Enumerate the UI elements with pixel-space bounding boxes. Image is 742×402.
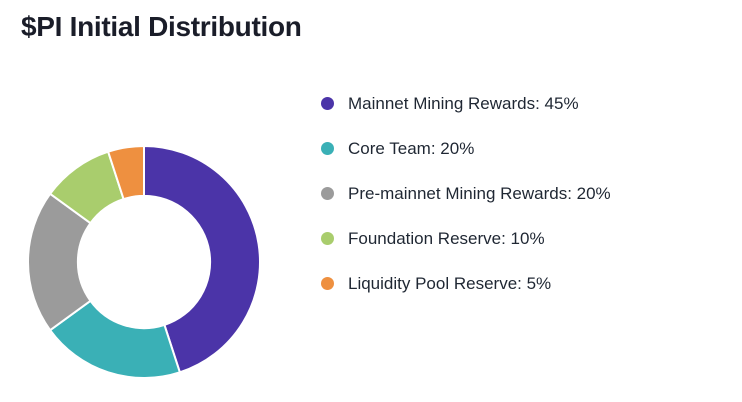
donut-segment-mainnet-mining-rewards[interactable]	[143, 145, 261, 374]
legend-item[interactable]: Mainnet Mining Rewards: 45%	[321, 81, 611, 126]
legend-label: Liquidity Pool Reserve: 5%	[348, 273, 552, 293]
donut-segment-liquidity-pool-reserve[interactable]	[107, 145, 145, 201]
legend-label: Mainnet Mining Rewards: 45%	[348, 93, 579, 113]
donut-chart	[27, 145, 261, 379]
legend-item[interactable]: Liquidity Pool Reserve: 5%	[321, 261, 611, 306]
chart-legend: Mainnet Mining Rewards: 45% Core Team: 20…	[321, 81, 611, 306]
legend-item[interactable]: Foundation Reserve: 10%	[321, 216, 611, 261]
legend-swatch-icon	[321, 187, 334, 200]
legend-swatch-icon	[321, 232, 334, 245]
legend-item[interactable]: Core Team: 20%	[321, 126, 611, 171]
legend-swatch-icon	[321, 142, 334, 155]
legend-label: Core Team: 20%	[348, 138, 475, 158]
legend-label: Pre-mainnet Mining Rewards: 20%	[348, 183, 611, 203]
legend-swatch-icon	[321, 97, 334, 110]
page-title: $PI Initial Distribution	[21, 11, 302, 42]
legend-swatch-icon	[321, 277, 334, 290]
legend-item[interactable]: Pre-mainnet Mining Rewards: 20%	[321, 171, 611, 216]
legend-label: Foundation Reserve: 10%	[348, 228, 545, 248]
